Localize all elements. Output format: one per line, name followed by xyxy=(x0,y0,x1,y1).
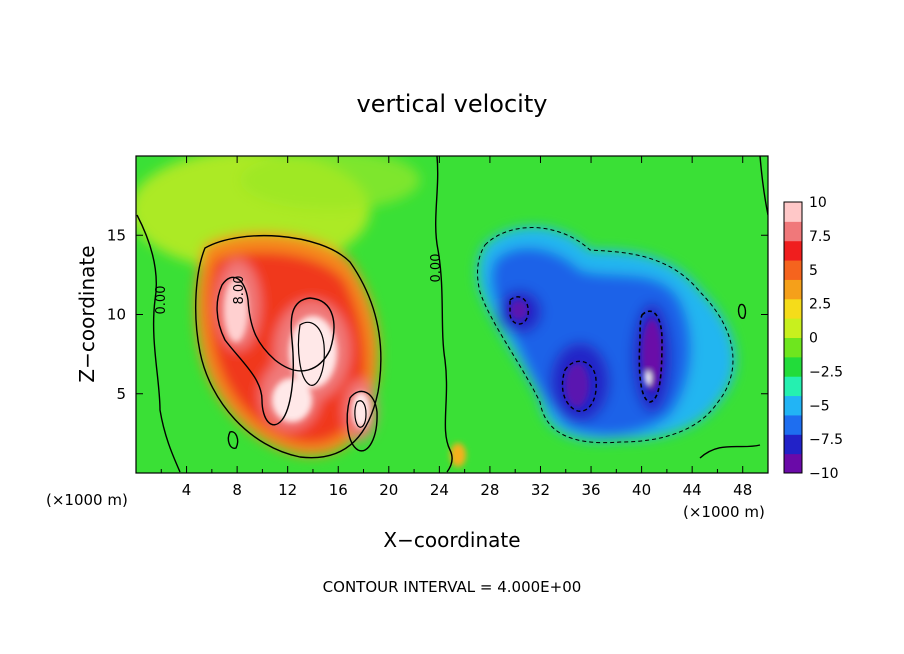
y-tick-label: 15 xyxy=(107,226,126,244)
colorbar-swatch xyxy=(784,337,802,358)
colorbar-swatch xyxy=(784,376,802,397)
x-tick-label: 44 xyxy=(683,481,702,499)
x-unit-left: (×1000 m) xyxy=(46,491,128,509)
colorbar-swatch xyxy=(784,279,802,300)
x-tick-label: 4 xyxy=(182,481,192,499)
colorbar-swatch xyxy=(784,414,802,435)
contour-label-zero-left: 0.00 xyxy=(154,286,169,315)
x-tick-label: 32 xyxy=(531,481,550,499)
y-tick-label: 10 xyxy=(107,306,126,324)
colorbar-frame xyxy=(783,201,803,474)
x-tick-label: 20 xyxy=(379,481,398,499)
colorbar: 10 7.5 5 2.5 0 −2.5 −5 −7.5 −10 xyxy=(783,195,843,482)
colorbar-swatch xyxy=(784,298,802,319)
colorbar-swatch xyxy=(784,318,802,338)
contour-interval-note: CONTOUR INTERVAL = 4.000E+00 xyxy=(323,578,582,596)
colorbar-swatch xyxy=(784,260,802,280)
colorbar-tick-label: 7.5 xyxy=(809,229,831,245)
colorbar-tick-label: 2.5 xyxy=(809,297,831,313)
contour-lines xyxy=(136,156,768,473)
x-tick-label: 8 xyxy=(232,481,242,499)
negative-contours xyxy=(477,227,734,444)
colorbar-tick-label: −5 xyxy=(809,398,830,414)
heatmap-field: 0.00 0.00 8.00 xyxy=(136,156,768,473)
colorbar-swatch xyxy=(784,395,802,416)
y-axis-label: Z−coordinate xyxy=(75,245,99,382)
x-tick-label: 40 xyxy=(632,481,651,499)
y-axis-ticks: 5 10 15 xyxy=(107,226,768,403)
colorbar-tick-label: 5 xyxy=(809,263,818,279)
x-tick-label: 36 xyxy=(581,481,600,499)
colorbar-swatch xyxy=(784,221,802,242)
colorbar-tick-label: 10 xyxy=(809,195,827,211)
x-tick-label: 12 xyxy=(278,481,297,499)
colorbar-swatch xyxy=(784,240,802,261)
x-tick-label: 16 xyxy=(329,481,348,499)
x-tick-label: 28 xyxy=(480,481,499,499)
colorbar-tick-label: −7.5 xyxy=(809,432,843,448)
x-axis-label: X−coordinate xyxy=(383,528,520,552)
colorbar-swatch xyxy=(784,453,802,474)
colorbar-tick-label: −2.5 xyxy=(809,364,843,380)
contour-label-eight: 8.00 xyxy=(232,276,247,305)
y-tick-label: 5 xyxy=(116,385,126,403)
x-tick-label: 48 xyxy=(733,481,752,499)
x-axis-ticks: 4 8 12 16 20 24 28 32 36 40 44 48 xyxy=(160,156,752,499)
colorbar-tick-label: −10 xyxy=(809,466,839,482)
colorbar-swatch xyxy=(784,356,802,377)
contour-label-zero-mid: 0.00 xyxy=(429,254,444,283)
x-unit-right: (×1000 m) xyxy=(683,503,765,521)
chart-title: vertical velocity xyxy=(357,90,548,118)
colorbar-swatch xyxy=(784,202,802,222)
colorbar-tick-label: 0 xyxy=(809,331,818,347)
contour-labels: 0.00 0.00 8.00 xyxy=(154,254,444,315)
x-tick-label: 24 xyxy=(430,481,449,499)
colorbar-swatch xyxy=(784,434,802,455)
